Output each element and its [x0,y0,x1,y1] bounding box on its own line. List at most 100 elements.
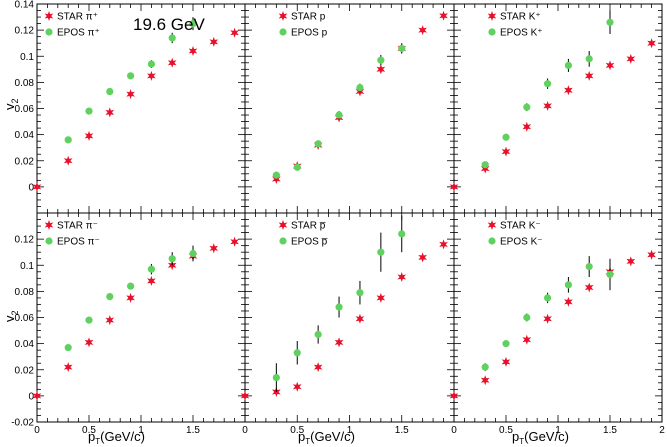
star-point [376,64,386,75]
star-point [439,10,448,21]
x-tick-label: 2 [659,425,665,436]
star-point [272,174,281,185]
epos-point [502,340,510,348]
star-point [626,256,636,267]
x-tick-label: 1 [347,425,353,436]
y-tick-label: 0.1 [20,261,34,272]
epos-point [189,249,197,258]
epos-point [293,163,301,171]
legend-epos-marker [279,28,287,36]
y-tick-label: 0.04 [15,130,35,141]
legend-star-marker [487,11,497,21]
y-axis-title-main: v [2,103,17,110]
y-tick-label: 0 [28,391,34,402]
star-point [584,282,594,293]
legend-label: STAR K⁻ [500,221,541,232]
legend-epos-marker [45,28,53,36]
star-point [126,292,135,303]
y-tick-label: -0.02 [11,418,34,429]
axis-ticks: 00.020.040.060.080.10.120.14-0.0200.020.… [11,0,665,436]
y-tick-label: 0.08 [15,78,35,89]
x-tick-label: 0 [242,425,248,436]
epos-point [168,34,176,42]
star-point [397,272,407,283]
epos-point [398,230,406,238]
x-tick-label: 0 [34,425,40,436]
star-point [147,70,156,81]
x-axis-title-left: pT(GeV/c) [88,429,145,446]
star-point [355,313,365,324]
star-point [63,362,73,373]
y-axis-title-bottom: v2 [2,310,20,322]
legend-epos-marker [279,237,287,245]
epos-point [335,303,343,311]
epos-point [585,262,593,271]
star-point [418,25,427,36]
star-point [292,381,302,392]
star-point [626,53,636,64]
epos-point [523,103,531,111]
star-point [230,236,239,247]
svg-text:v2: v2 [2,310,20,322]
x-tick-label: 1.5 [395,425,409,436]
star-point [439,239,448,250]
y-axis-title-sub: 2 [10,98,20,103]
star-point [543,313,552,324]
star-point [188,46,198,57]
star-point [418,252,427,263]
star-point [209,243,219,254]
epos-point [544,80,552,88]
legend-label: STAR π⁻ [57,221,98,232]
x-axis-title-right: pT(GeV/c) [512,429,569,446]
epos-point [106,293,114,301]
epos-point [502,133,510,141]
star-point [32,181,42,192]
star-point [501,356,511,367]
svg-text:v2: v2 [2,98,20,110]
x-tick-label: 0.5 [499,425,513,436]
y-tick-label: 0.02 [15,365,35,376]
epos-point [377,248,385,256]
epos-point [481,161,489,169]
epos-point [314,330,322,339]
legend-epos-marker [488,237,496,245]
star-point [63,155,73,166]
legend-label: EPOS π⁺ [57,28,100,39]
legends: STAR π⁺ EPOS π⁺ STAR p EPOS p STAR K⁺ EPOS K⁺… [44,11,543,248]
legend-label: EPOS p [291,28,328,39]
y-axis-title-top: v2 [2,98,20,110]
y-tick-label: 0.04 [15,339,35,350]
star-point [105,315,115,326]
y-tick-label: 0.08 [15,287,35,298]
epos-point [564,61,573,69]
star-point [605,60,615,71]
star-point [334,337,344,348]
star-point [355,86,365,97]
panel-frame-bottom-right [453,212,663,423]
epos-point [606,270,614,278]
epos-point [272,373,280,382]
epos-point [272,171,280,179]
y-tick-label: 0.14 [15,0,35,11]
legend-label: STAR K⁺ [500,12,541,23]
x-tick-label: 0 [451,425,457,436]
epos-point [314,140,322,148]
epos-point [398,44,406,53]
epos-point [293,349,301,357]
epos-point [168,255,176,263]
star-point [480,375,490,386]
star-point [564,85,573,96]
star-point [105,107,115,118]
star-point [647,38,656,49]
star-point [147,275,156,286]
epos-point [147,265,155,273]
y-tick-label: 0.12 [15,26,35,37]
y-tick-label: 0 [28,182,34,193]
star-point [449,390,459,401]
star-point [564,296,573,307]
svg-text:pT(GeV/c): pT(GeV/c) [88,429,145,446]
x-tick-label: 1 [138,425,144,436]
star-point [647,249,656,260]
x-axis-title-middle: pT(GeV/c) [298,429,355,446]
star-point [240,390,250,401]
